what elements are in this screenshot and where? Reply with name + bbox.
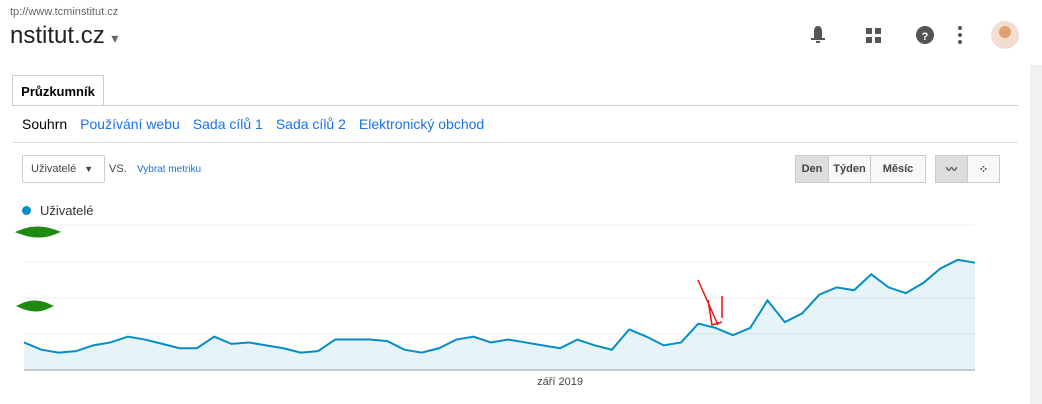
period-button[interactable]: Den [795,155,829,183]
annotation-arrow [697,279,723,326]
nav-item[interactable]: Sada cílů 1 [192,116,263,132]
scrollbar[interactable] [1030,65,1042,404]
pick-metric[interactable]: Vybrat metriku [137,164,202,175]
nav: Souhrn Používání webu Sada cílů 1 Sada c… [22,116,484,132]
nav-item[interactable]: Používání webu [80,116,180,132]
period-button[interactable]: Týden [828,155,871,183]
divider [12,142,1018,143]
nav-item[interactable]: Souhrn [22,116,68,132]
apps-icon[interactable] [866,28,881,43]
bell-icon[interactable] [811,26,825,43]
x-tick-label: září 2019 [537,376,583,388]
nav-item[interactable]: Elektronický obchod [358,116,485,132]
site-name[interactable]: nstitut.cz ▾ [10,22,119,49]
url: tp://www.tcminstitut.cz [10,6,119,18]
metric-dropdown[interactable]: Uživatelé ▼ [22,155,105,183]
divider [12,105,1018,106]
scatter-view-button[interactable]: ⁘ [967,155,1000,183]
line [23,258,976,354]
toolbar-icons: ? [811,21,1019,49]
metric: Uživatelé [31,163,77,175]
scribble [14,226,62,312]
legend-dot [22,206,31,215]
vs: VS. [109,163,127,175]
help-icon[interactable] [916,26,934,44]
menu-icon[interactable] [958,26,962,44]
site-text: nstitut.cz [10,22,105,49]
svg-text:?: ? [922,31,929,43]
period-button[interactable]: Měsíc [870,155,926,183]
legend-label: Uživatelé [40,203,94,218]
nav-item[interactable]: Sada cílů 2 [275,116,346,132]
grid [24,224,975,335]
tab[interactable]: Průzkumník [12,75,104,106]
area [24,259,975,370]
